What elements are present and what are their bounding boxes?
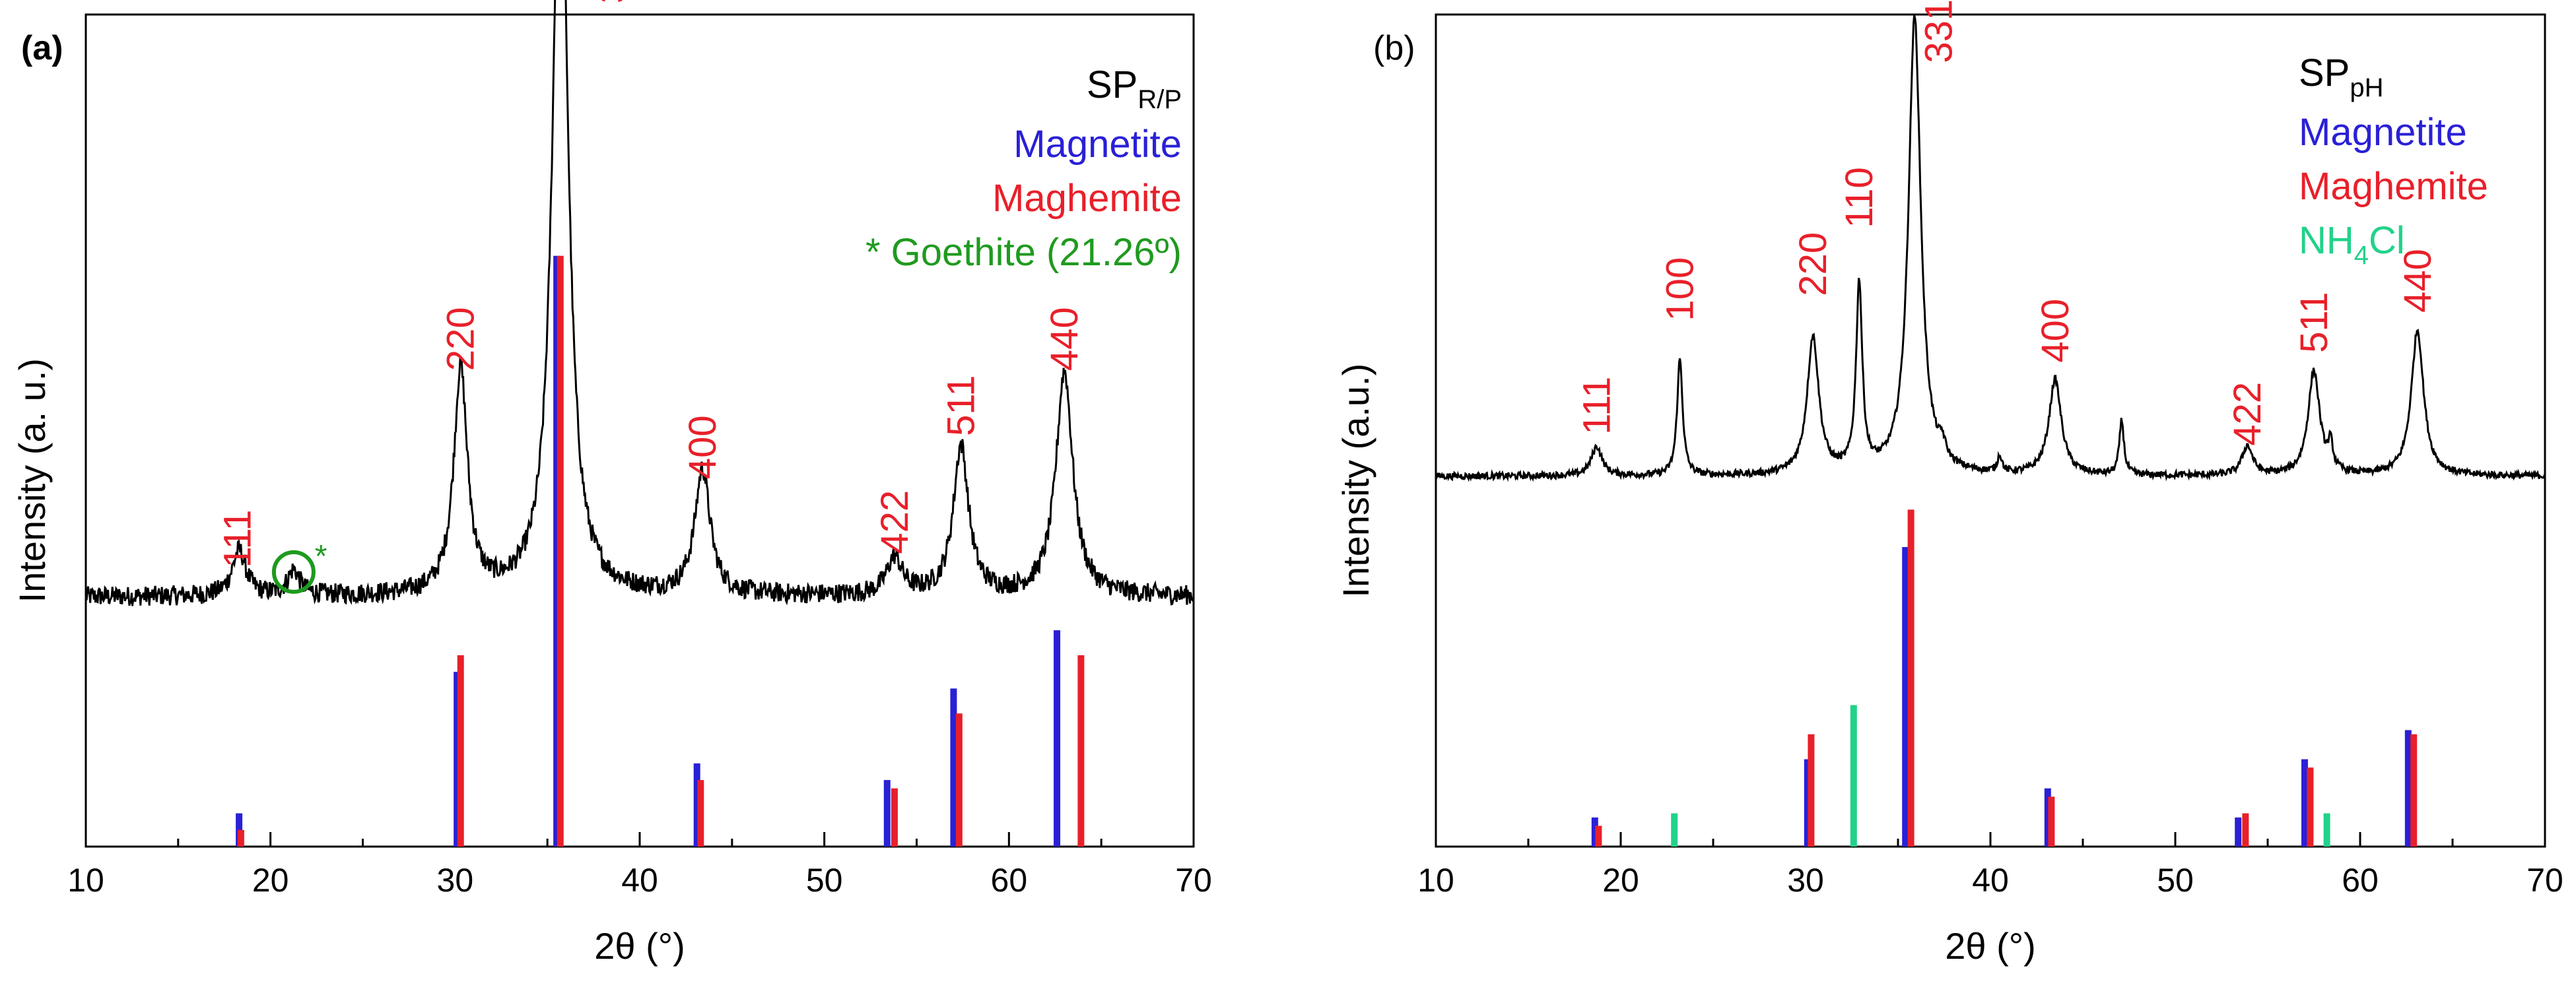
panel-letter: (a) (21, 29, 63, 67)
x-tick-label: 30 (1787, 862, 1824, 899)
reference-stick-maghemite (2307, 767, 2314, 847)
reference-stick-maghemite (237, 829, 244, 847)
peak-label-220: 220 (1792, 232, 1835, 296)
panel-letter: (b) (1373, 29, 1415, 67)
x-tick-label: 10 (1417, 862, 1454, 899)
x-axis-label: 2θ (°) (1945, 925, 2036, 967)
x-axis-ticks: 10 20 30 40 50 60 70 (67, 832, 1212, 899)
peak-label-400: 400 (2034, 299, 2077, 363)
reference-stick-magnetite (1804, 759, 1811, 847)
reference-stick-maghemite (1907, 509, 1915, 847)
reference-stick-nh4cl (1850, 705, 1857, 847)
x-tick-label: 70 (1175, 862, 1212, 899)
reference-stick-maghemite (2048, 796, 2055, 847)
reference-stick-magnetite (2404, 730, 2412, 847)
legend-entry: Magnetite (2299, 111, 2467, 154)
x-tick-label: 50 (2157, 862, 2194, 899)
peak-label-111: 111 (216, 509, 259, 567)
reference-series-maghemite (1595, 509, 2418, 847)
reference-series-magnetite (236, 255, 1061, 847)
reference-stick-magnetite (553, 255, 560, 847)
y-axis-label: Intensity (a.u.) (1335, 364, 1376, 598)
goethite-circle-marker (271, 550, 316, 594)
reference-stick-magnetite (693, 763, 700, 847)
legend-entry: Maghemite (2299, 165, 2488, 208)
x-tick-label: 70 (2526, 862, 2563, 899)
peak-label-110: 110 (1838, 167, 1881, 228)
reference-series-magnetite (1591, 547, 2412, 847)
legend-entry: * Goethite (21.26º) (865, 231, 1182, 274)
peak-label-511: 511 (2293, 292, 2336, 352)
x-tick-label: 20 (252, 862, 289, 899)
reference-stick-magnetite (1591, 817, 1598, 847)
x-tick-label: 10 (67, 862, 104, 899)
reference-stick-magnetite (883, 780, 891, 847)
reference-stick-magnetite (2301, 759, 2308, 847)
goethite-asterisk: * (315, 539, 327, 574)
reference-stick-magnetite (1054, 630, 1061, 847)
reference-stick-magnetite (950, 688, 957, 847)
legend-sample-name: SPR/P (1087, 63, 1182, 114)
x-tick-label: 40 (621, 862, 658, 899)
reference-series-nh4cl (1671, 705, 2330, 847)
reference-stick-maghemite (697, 780, 704, 847)
legend-entry: NH4Cl (2299, 219, 2405, 270)
reference-stick-maghemite (1595, 825, 1602, 847)
peak-label-100: 100 (1659, 257, 1702, 321)
x-tick-label: 50 (806, 862, 843, 899)
reference-stick-nh4cl (1671, 813, 1678, 847)
x-tick-label: 40 (1972, 862, 2009, 899)
chart-panel-a: 10 20 30 40 50 60 70 2θ (°) Intensity (a. u.) (a)… (11, 0, 1212, 967)
peak-label-311: 311 (591, 0, 634, 3)
x-axis-label: 2θ (°) (594, 925, 685, 967)
peak-label-511: 511 (940, 375, 983, 436)
reference-stick-nh4cl (2323, 813, 2330, 847)
reference-stick-maghemite (2242, 813, 2249, 847)
reference-stick-maghemite (955, 713, 963, 847)
x-tick-label: 60 (2342, 862, 2379, 899)
y-axis-label: Intensity (a. u.) (11, 358, 53, 602)
reference-stick-maghemite (557, 255, 564, 847)
reference-stick-maghemite (2410, 734, 2418, 847)
peak-label-111: 111 (1576, 377, 1619, 435)
legend-entry: Maghemite (992, 177, 1182, 220)
peak-label-422: 422 (873, 490, 916, 554)
x-tick-label: 20 (1602, 862, 1639, 899)
peak-label-331: 331 (1918, 0, 1961, 63)
legend-sample-name: SPpH (2299, 51, 2384, 102)
legend-entry: Magnetite (1013, 123, 1182, 166)
x-tick-label: 30 (437, 862, 474, 899)
x-tick-label: 60 (991, 862, 1028, 899)
reference-stick-maghemite (457, 655, 464, 847)
reference-stick-maghemite (1077, 655, 1085, 847)
xrd-pattern-line (85, 0, 1195, 606)
reference-stick-maghemite (1808, 734, 1815, 847)
xrd-pattern-line (1435, 15, 2546, 482)
chart-panel-b: 10 20 30 40 50 60 70 2θ (°) Intensity (a.u.) (b) 1… (1335, 0, 2563, 967)
peak-label-422: 422 (2226, 382, 2269, 446)
x-axis-ticks: 10 20 30 40 50 60 70 (1417, 832, 2563, 899)
reference-stick-magnetite (2235, 817, 2242, 847)
legend: SPpH Magnetite Maghemite NH4Cl (2299, 51, 2488, 270)
reference-series-maghemite (237, 255, 1085, 847)
reference-stick-maghemite (891, 788, 898, 847)
legend: SPR/P Magnetite Maghemite * Goethite (21.26… (865, 63, 1182, 274)
reference-stick-magnetite (454, 672, 461, 847)
peak-label-400: 400 (681, 415, 724, 479)
peak-label-220: 220 (440, 307, 483, 371)
peak-label-440: 440 (2396, 249, 2439, 313)
peak-label-440: 440 (1043, 307, 1086, 371)
reference-stick-magnetite (1902, 547, 1909, 847)
reference-stick-magnetite (2044, 788, 2051, 847)
